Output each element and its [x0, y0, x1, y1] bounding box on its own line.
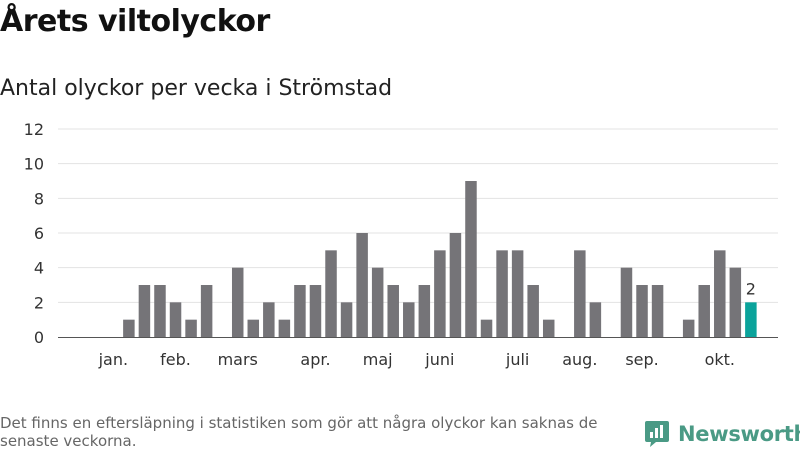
bar[interactable] [527, 285, 539, 337]
bar[interactable] [542, 319, 555, 337]
y-tick-label: 8 [34, 189, 44, 208]
bar[interactable] [309, 285, 322, 337]
bar[interactable] [263, 302, 275, 337]
bar[interactable] [294, 285, 306, 337]
footnote: Det finns en eftersläpning i statistiken… [0, 414, 598, 450]
x-tick-label: sep. [625, 350, 658, 369]
bar-chart: 0 2 4 6 8 10 12 2 jan. feb. mars apr. maj juni juli a… [24, 120, 778, 369]
bar[interactable] [200, 285, 213, 337]
x-tick-label: juni [424, 350, 454, 369]
x-tick-label: aug. [562, 350, 597, 369]
x-tick-label: okt. [705, 350, 735, 369]
bar[interactable] [169, 302, 182, 337]
bar[interactable] [231, 267, 244, 337]
x-axis-month-labels: jan. feb. mars apr. maj juni juli aug. sep. okt. [98, 350, 735, 369]
bar[interactable] [356, 233, 368, 337]
x-tick-label: maj [363, 350, 393, 369]
x-tick-label: jan. [98, 350, 128, 369]
bar[interactable] [387, 285, 399, 337]
newsworthy-logo-icon [645, 421, 669, 447]
bar[interactable] [698, 285, 710, 337]
bar[interactable] [465, 181, 477, 337]
bar[interactable] [138, 285, 151, 337]
bar[interactable] [636, 285, 648, 337]
y-tick-label: 12 [24, 120, 44, 139]
bar[interactable] [620, 267, 633, 337]
bar[interactable] [154, 285, 166, 337]
bars: 2 [123, 181, 757, 337]
bar-current-week[interactable] [745, 302, 757, 337]
bar[interactable] [185, 319, 197, 337]
y-tick-label: 6 [34, 224, 44, 243]
bar[interactable] [682, 319, 695, 337]
bar[interactable] [449, 233, 462, 337]
bar[interactable] [247, 319, 260, 337]
bar[interactable] [480, 319, 493, 337]
brand-name: Newsworthy [678, 422, 800, 446]
bar[interactable] [651, 285, 664, 337]
y-tick-label: 0 [34, 328, 44, 347]
grid-lines [58, 128, 778, 303]
current-week-value-label: 2 [746, 279, 756, 298]
x-tick-label: mars [218, 350, 258, 369]
bar[interactable] [418, 285, 431, 337]
y-tick-label: 4 [34, 259, 44, 278]
bar[interactable] [434, 250, 446, 337]
bar[interactable] [729, 267, 742, 337]
x-tick-label: apr. [300, 350, 330, 369]
bar[interactable] [714, 250, 726, 337]
x-tick-label: juli [505, 350, 529, 369]
bar[interactable] [123, 319, 135, 337]
bar[interactable] [325, 250, 337, 337]
x-tick-label: feb. [160, 350, 191, 369]
bar[interactable] [496, 250, 508, 337]
bar[interactable] [511, 250, 524, 337]
bar[interactable] [278, 319, 291, 337]
y-axis-ticks: 0 2 4 6 8 10 12 [24, 120, 44, 347]
bar[interactable] [403, 302, 415, 337]
y-tick-label: 10 [24, 155, 44, 174]
bar[interactable] [574, 250, 586, 337]
chart-title: Årets viltolyckor [0, 4, 270, 39]
chart-subtitle: Antal olyckor per vecka i Strömstad [0, 76, 393, 101]
bar[interactable] [371, 267, 384, 337]
y-tick-label: 2 [34, 293, 44, 312]
bar[interactable] [589, 302, 602, 337]
bar[interactable] [340, 302, 353, 337]
brand-logo[interactable]: Newsworthy [644, 420, 800, 448]
